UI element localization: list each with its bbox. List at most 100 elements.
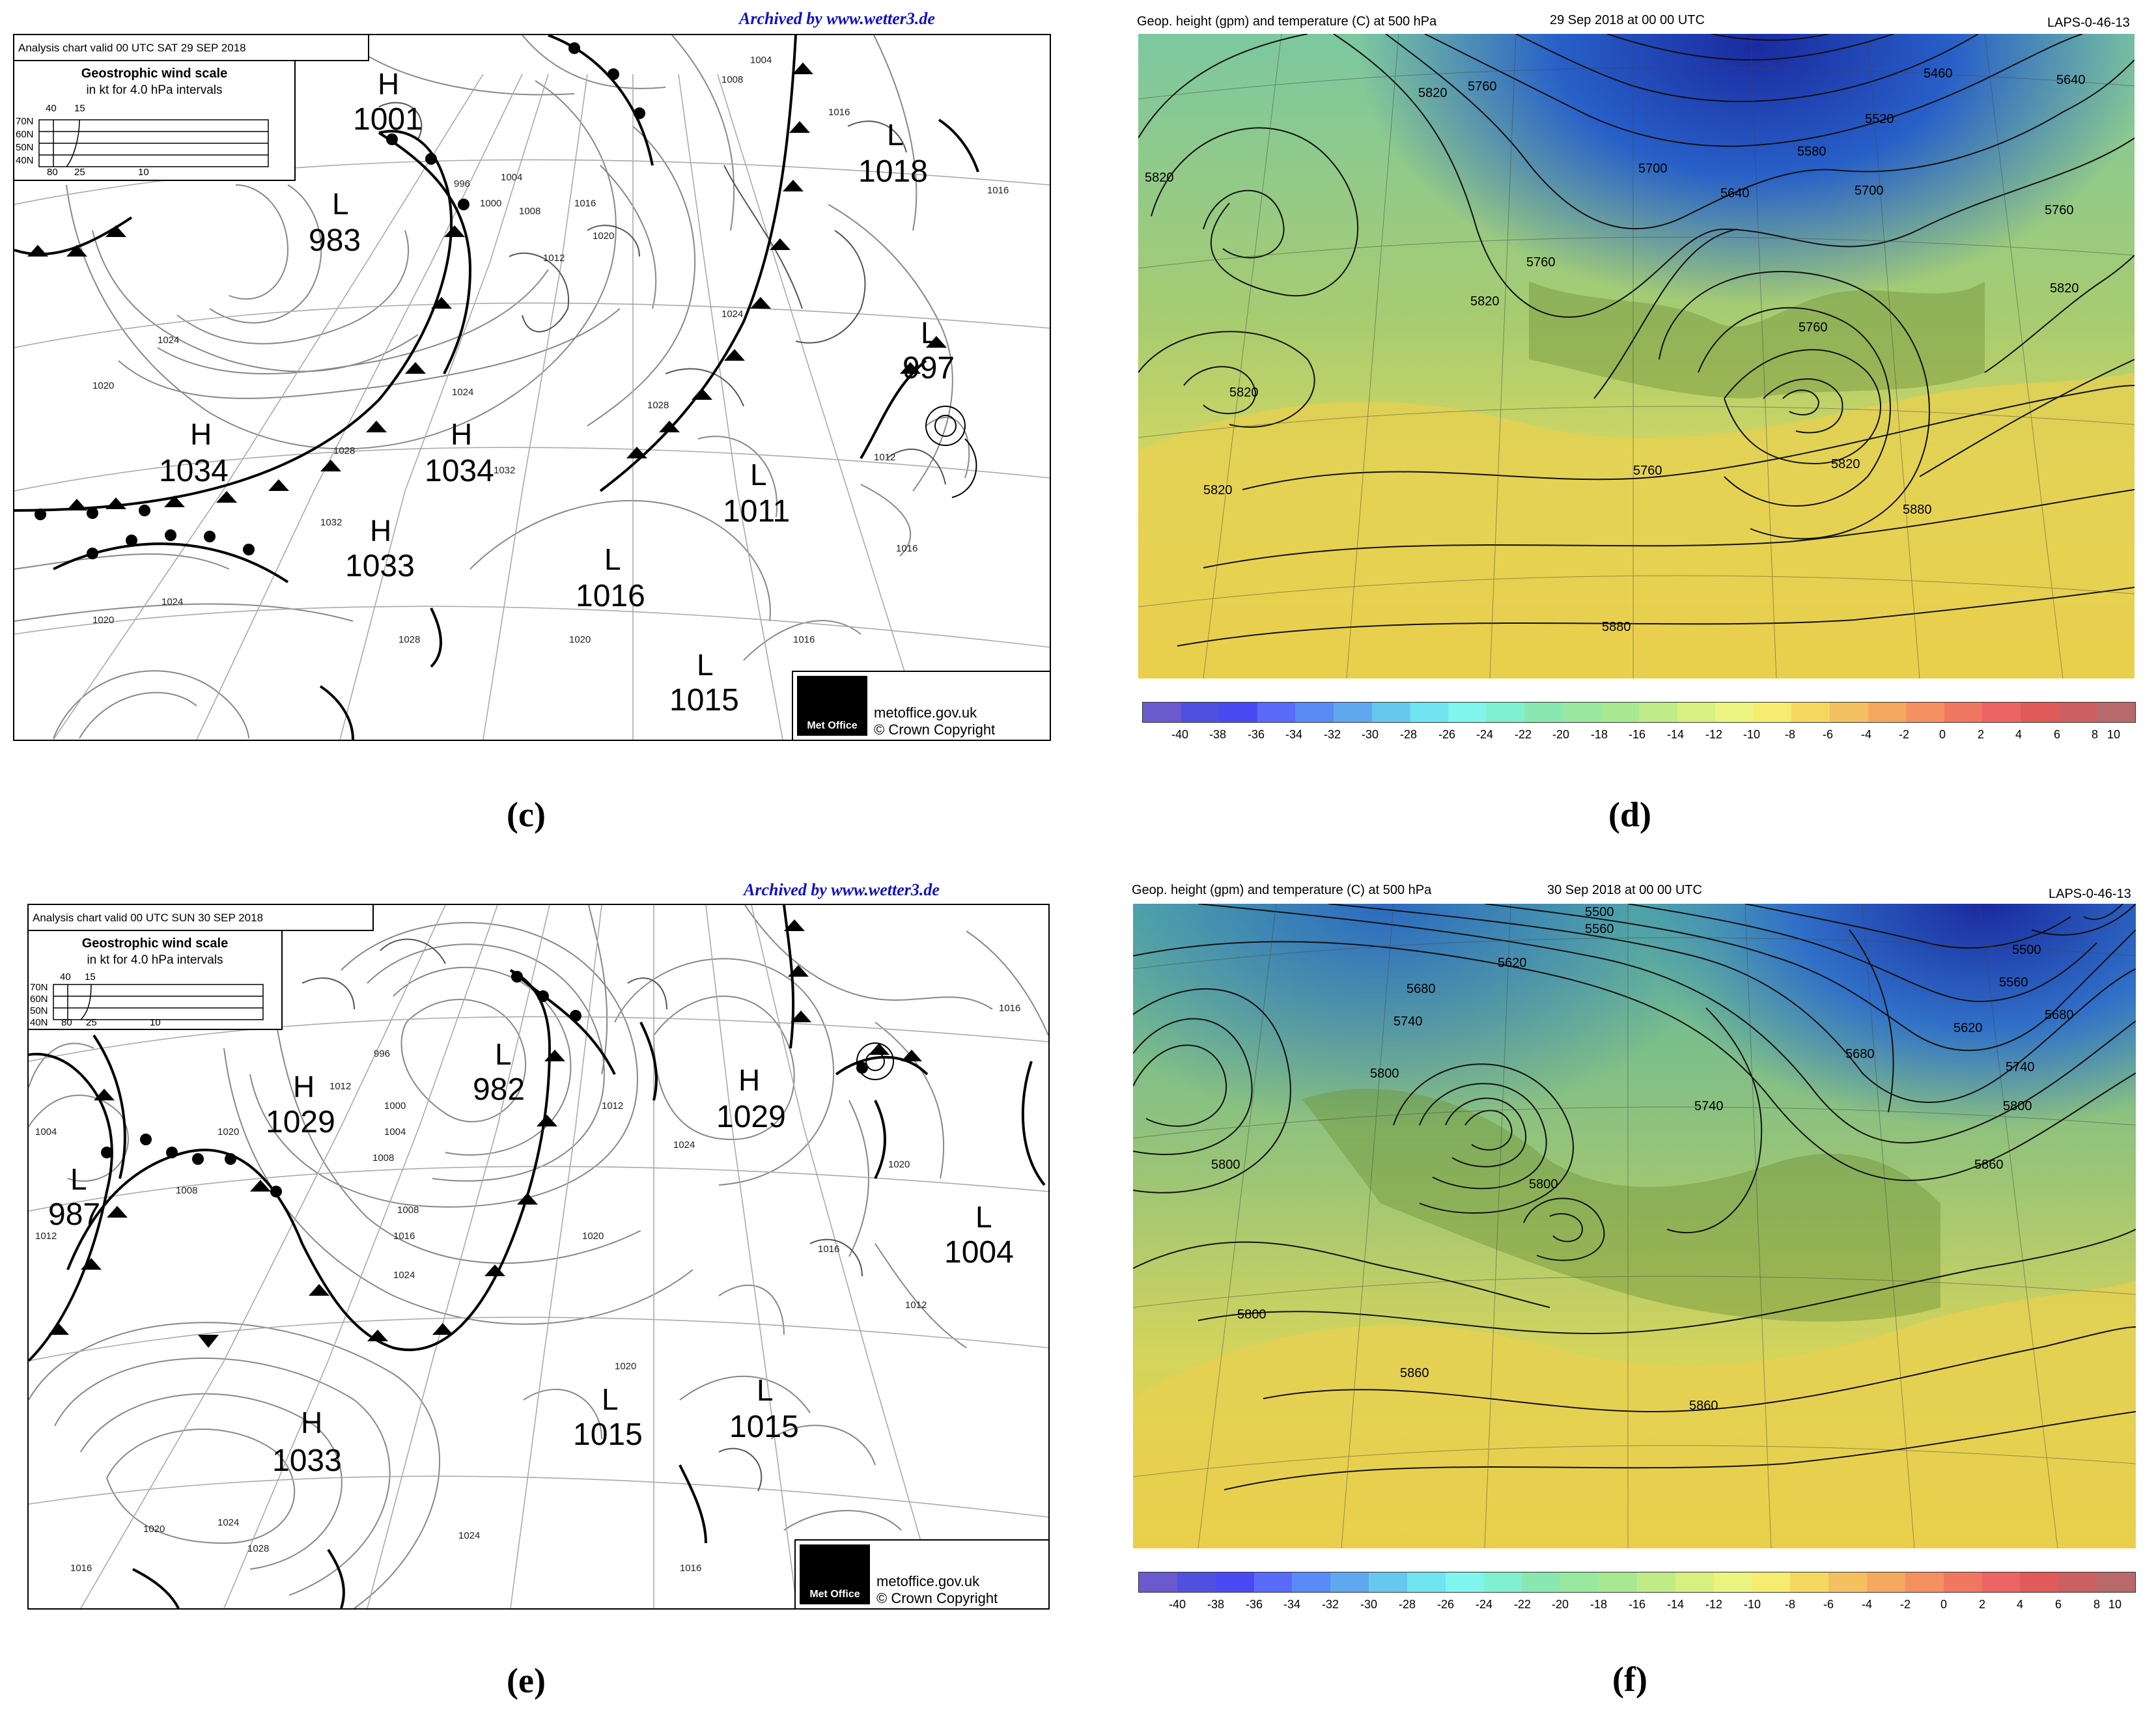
colorbar-cell: [1944, 703, 1983, 722]
isobar-label: 1004: [750, 55, 772, 66]
colorbar-cell: [1139, 1572, 1177, 1592]
colorbar-tick: -32: [1323, 728, 1341, 741]
isobar-label: 1008: [721, 74, 744, 85]
colorbar-cell: [1677, 703, 1716, 722]
centre-value: 1034: [159, 454, 229, 488]
centre-letter: L: [975, 1200, 992, 1234]
temperature-colorbar: [1138, 1572, 2136, 1593]
centre-letter: L: [332, 187, 349, 221]
colorbar-cell: [1181, 703, 1220, 722]
colorbar-tick: 2: [1977, 728, 1984, 741]
panel-caption: (d): [1608, 795, 1651, 834]
colorbar-cell: [1486, 703, 1525, 722]
metoffice-logo: Met Office: [797, 676, 867, 736]
colorbar-cell: [1445, 1572, 1484, 1592]
isobar-label: 1016: [999, 1003, 1021, 1014]
isobar-label: 1016: [828, 107, 850, 118]
colorbar-cell: [1601, 703, 1639, 722]
centre-value: 1015: [573, 1417, 643, 1452]
contour-label: 5820: [2050, 281, 2079, 296]
colorbar-cell: [1636, 1572, 1675, 1592]
contour-label: 5740: [2006, 1060, 2035, 1074]
panel-caption: (e): [507, 1661, 546, 1700]
colorbar-tick: -36: [1245, 1598, 1263, 1611]
contour-label: 5880: [1602, 620, 1631, 634]
centre-value: 1015: [669, 683, 739, 718]
isobar-label: 1024: [721, 309, 744, 320]
isobar-label: 1012: [543, 253, 565, 264]
colorbar-cell: [1334, 703, 1372, 722]
colorbar-tick: -18: [1589, 1598, 1607, 1611]
copyright: © Crown Copyright: [874, 721, 996, 738]
colorbar-cell: [1752, 1572, 1791, 1592]
centre-letter: L: [887, 118, 904, 152]
isobar-label: 1012: [35, 1231, 57, 1242]
colorbar-cell: [1599, 1572, 1637, 1592]
isobar-label: 1016: [70, 1563, 92, 1574]
isobar-label: 1020: [92, 615, 115, 626]
colorbar-cell: [1943, 1572, 1982, 1592]
centre-value: 1015: [729, 1410, 799, 1444]
chart-title-left: Geop. height (gpm) and temperature (C) a…: [1137, 14, 1437, 29]
isobar-label: 1000: [480, 198, 502, 209]
colorbar-cell: [2097, 703, 2135, 722]
colorbar-ticks: -40 -38 -36 -34 -32 -30 -28 -26 -24 -22 …: [1142, 728, 2135, 744]
isobar-label: 1012: [329, 1081, 352, 1092]
centre-value: 1004: [944, 1235, 1014, 1270]
colorbar-cell: [1371, 703, 1410, 722]
colorbar-cell: [1638, 703, 1677, 722]
colorbar-tick: 0: [1939, 728, 1946, 741]
contour-label: 5800: [2003, 1099, 2032, 1113]
isobar-label: 1024: [458, 1530, 481, 1541]
scale-tick: 15: [85, 971, 96, 983]
contour-label: 5620: [1953, 1021, 1983, 1035]
colorbar-tick: -10: [1743, 1598, 1761, 1611]
metoffice-logo: Met Office: [800, 1544, 870, 1604]
panel-caption: (c): [507, 795, 546, 834]
isobar-label: 1020: [92, 380, 115, 391]
surface-chart: Analysis chart valid 00 UTC SUN 30 SEP 2…: [27, 904, 1050, 1610]
colorbar-tick: -26: [1436, 1598, 1454, 1611]
isobar-label: 1024: [158, 335, 180, 346]
colorbar-cell: [1522, 1572, 1561, 1592]
contour-label: 5640: [2056, 73, 2086, 87]
isobar-label: 1020: [217, 1126, 240, 1138]
scale-title: Geostrophic wind scale: [81, 936, 229, 951]
isobar-label: 1012: [874, 452, 896, 463]
colorbar-cell: [1675, 1572, 1714, 1592]
colorbar-tick: 8: [2091, 728, 2098, 741]
scale-tick: 40: [60, 971, 71, 983]
chart-title-model: LAPS-0-46-13: [2047, 16, 2130, 30]
isobar-label: 1020: [888, 1159, 910, 1170]
isobar-label: 1020: [143, 1524, 165, 1535]
colorbar-cell: [2097, 1572, 2135, 1592]
isobar-label: 1028: [647, 400, 669, 411]
colorbar-tick: -8: [1784, 728, 1795, 741]
colorbar-cell: [1982, 703, 2021, 722]
colorbar-cell: [1407, 1572, 1446, 1592]
colorbar-tick: -24: [1476, 728, 1493, 741]
colorbar-cell: [1177, 1572, 1216, 1592]
contour-label: 5820: [1203, 483, 1233, 497]
colorbar-cell: [1829, 703, 1868, 722]
contour-label: 5800: [1237, 1307, 1267, 1322]
scale-lat: 40N: [16, 155, 34, 166]
colorbar-tick: -8: [1784, 1598, 1795, 1611]
colorbar-tick: 10: [2108, 1598, 2122, 1611]
isobar-label: 1016: [818, 1244, 840, 1255]
colorbar-tick: -4: [1860, 728, 1871, 741]
scale-lat: 70N: [30, 982, 48, 993]
colorbar-cell: [1410, 703, 1448, 722]
colorbar-cell: [1715, 703, 1754, 722]
scale-tick: 15: [74, 103, 85, 114]
colorbar-tick: -20: [1551, 1598, 1569, 1611]
centre-letter: H: [190, 417, 212, 451]
colorbar-tick: -40: [1171, 728, 1188, 741]
colorbar-tick: -12: [1705, 728, 1722, 741]
contour-label: 5640: [1720, 186, 1750, 201]
panel-f-500hpa-analysis: Geop. height (gpm) and temperature (C) a…: [1107, 866, 2156, 1712]
isobar-label: 1028: [333, 445, 356, 456]
colorbar-cell: [1981, 1572, 2021, 1592]
centre-letter: L: [495, 1037, 512, 1071]
geostrophic-wind-scale: Geostrophic wind scale in kt for 4.0 hPa…: [14, 61, 296, 181]
